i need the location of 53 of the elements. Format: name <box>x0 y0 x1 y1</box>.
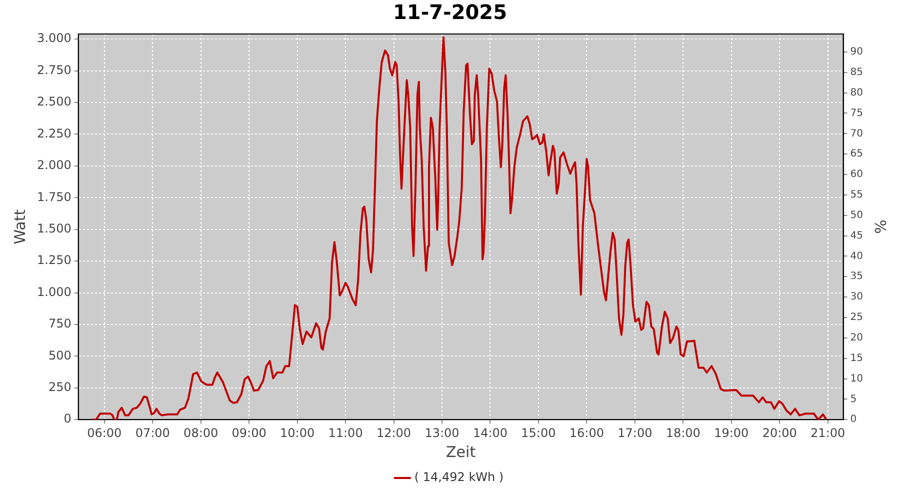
x-tick-label: 21:00 <box>810 426 846 440</box>
x-tick-label: 08:00 <box>184 426 218 440</box>
y-tick-label: 1.250 <box>36 253 72 268</box>
legend-label: ( 14,492 kWh ) <box>414 470 504 484</box>
y2-tick-label: 75 <box>850 108 864 119</box>
y2-tick-label: 10 <box>850 373 864 384</box>
y2-axis-title: % <box>871 220 890 234</box>
y2-tick-label: 85 <box>850 66 864 78</box>
y2-tick-label: 70 <box>850 128 864 140</box>
x-tick-label: 06:00 <box>87 426 122 440</box>
y2-tick-label: 80 <box>850 87 864 98</box>
x-tick-label: 16:00 <box>569 426 604 440</box>
y2-tick-label: 35 <box>850 271 864 282</box>
y-tick-label: 2.000 <box>36 158 72 172</box>
y2-tick-label: 40 <box>850 250 864 262</box>
x-axis-title: Zeit <box>446 442 476 461</box>
x-tick-label: 19:00 <box>714 426 749 440</box>
x-tick-label: 11:00 <box>328 426 363 440</box>
x-tick-label: 17:00 <box>618 426 652 440</box>
y2-tick-label: 65 <box>850 148 864 160</box>
y2-tick-label: 90 <box>850 46 864 58</box>
y-tick-label: 250 <box>48 380 72 394</box>
y2-tick-label: 30 <box>850 292 864 303</box>
y-tick-label: 750 <box>48 316 72 331</box>
y-tick-label: 500 <box>48 348 72 362</box>
y2-tick-label: 25 <box>850 312 864 324</box>
y2-tick-label: 5 <box>850 394 857 405</box>
x-tick-label: 13:00 <box>424 426 460 440</box>
y2-tick-label: 0 <box>850 414 857 426</box>
chart-title: 11-7-2025 <box>392 0 508 24</box>
x-tick-label: 15:00 <box>521 426 556 440</box>
y-tick-label: 0 <box>64 412 72 426</box>
y2-tick-label: 55 <box>850 190 864 201</box>
y-tick-label: 3.000 <box>36 31 72 46</box>
x-tick-label: 07:00 <box>135 426 170 440</box>
x-tick-label: 18:00 <box>666 426 700 440</box>
y-axis-title: Watt <box>10 209 29 244</box>
y-tick-label: 2.750 <box>36 62 72 77</box>
x-tick-label: 12:00 <box>376 426 412 440</box>
y2-tick-label: 50 <box>850 210 864 221</box>
y-tick-label: 1.750 <box>36 190 72 204</box>
x-tick-label: 20:00 <box>762 426 797 440</box>
y-tick-label: 2.250 <box>36 126 72 140</box>
x-tick-label: 10:00 <box>280 426 315 440</box>
y-tick-label: 1.500 <box>36 221 72 236</box>
x-tick-label: 09:00 <box>232 426 266 440</box>
y2-tick-label: 60 <box>850 169 864 180</box>
y2-tick-label: 20 <box>850 332 864 344</box>
x-tick-label: 14:00 <box>472 426 508 440</box>
y-tick-label: 1.000 <box>36 284 72 299</box>
y2-tick-label: 15 <box>850 352 864 364</box>
y-tick-label: 2.500 <box>36 94 72 109</box>
y2-tick-label: 45 <box>850 230 864 242</box>
